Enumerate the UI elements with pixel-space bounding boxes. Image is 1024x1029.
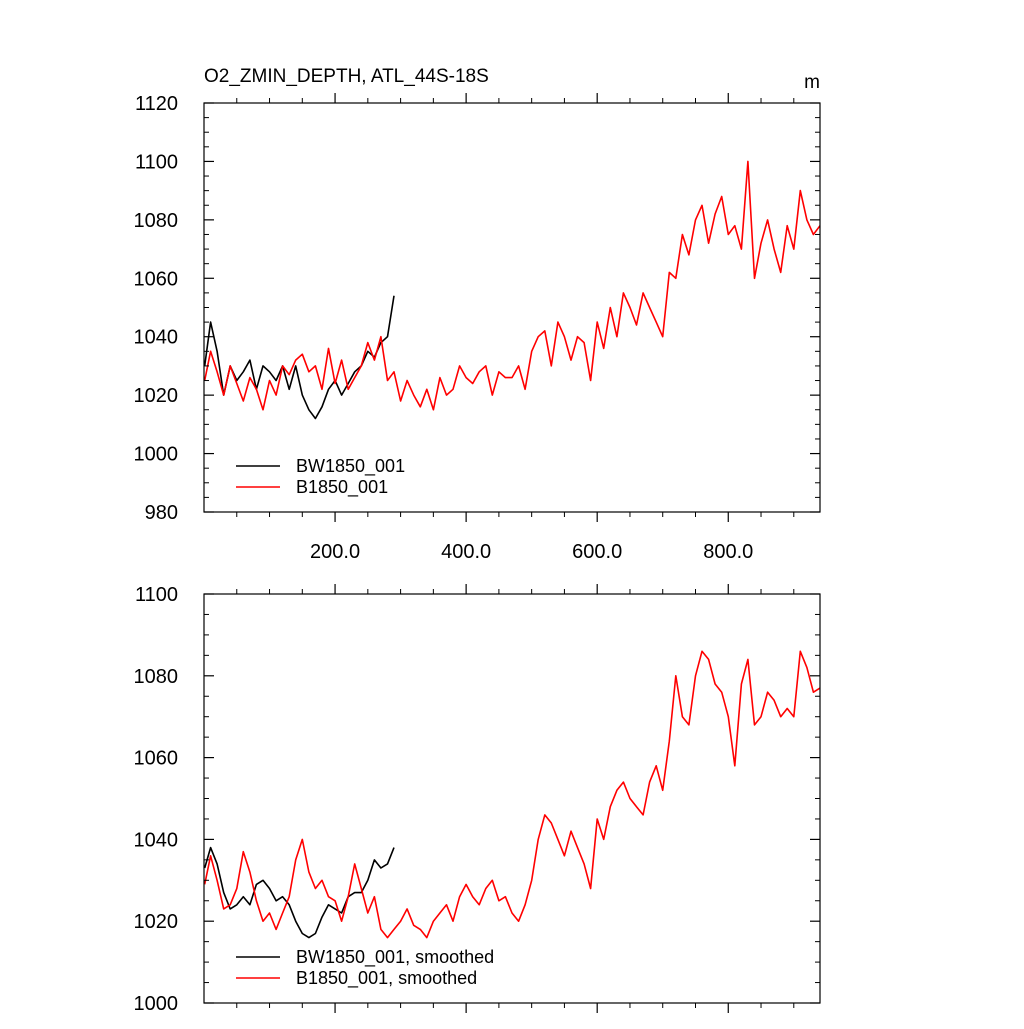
top-legend-label-2: B1850_001 (296, 477, 388, 498)
top-x-tick-label: 800.0 (703, 541, 753, 563)
bottom-legend-label-1: BW1850_001, smoothed (296, 947, 494, 968)
top-y-tick-label: 1000 (134, 444, 179, 466)
bottom-y-tick-label: 1060 (134, 748, 179, 770)
top-y-tick-label: 1080 (134, 210, 179, 232)
bottom-series-line-2 (203, 650, 821, 939)
bottom-y-tick-label: 1000 (134, 993, 179, 1015)
top-y-tick-label: 1040 (134, 327, 179, 349)
top-x-tick-label: 200.0 (310, 541, 360, 563)
top-y-tick-label: 1100 (135, 151, 178, 173)
top-legend-label-1: BW1850_001 (296, 456, 405, 477)
top-x-tick-label: 600.0 (572, 541, 622, 563)
bottom-legend-label-2: B1850_001, smoothed (296, 968, 477, 989)
chart-title: O2_ZMIN_DEPTH, ATL_44S-18S (204, 66, 489, 87)
top-panel: 980 1000 1020 1040 1060 1080 1100 1120 200.0 400.… (134, 93, 821, 563)
top-x-tick-label: 400.0 (441, 541, 491, 563)
bottom-y-tick-label: 1020 (134, 911, 179, 933)
bottom-y-tick-label: 1080 (134, 666, 179, 688)
bottom-panel: 1000 1020 1040 1060 1080 1100 BW1850_001, smoo… (134, 584, 821, 1015)
top-plot-frame (203, 102, 821, 513)
bottom-y-tick-label: 1040 (134, 829, 179, 851)
bottom-series-line-1 (203, 846, 395, 939)
top-y-tick-label: 1060 (134, 268, 179, 290)
bottom-plot-frame (203, 593, 821, 1004)
top-y-tick-label: 1120 (135, 93, 178, 115)
bottom-y-tick-label: 1100 (135, 584, 178, 606)
top-y-tick-label: 1020 (134, 385, 179, 407)
top-y-tick-label: 980 (145, 502, 178, 524)
units-label: m (804, 72, 820, 93)
top-series-line-2 (203, 160, 821, 411)
